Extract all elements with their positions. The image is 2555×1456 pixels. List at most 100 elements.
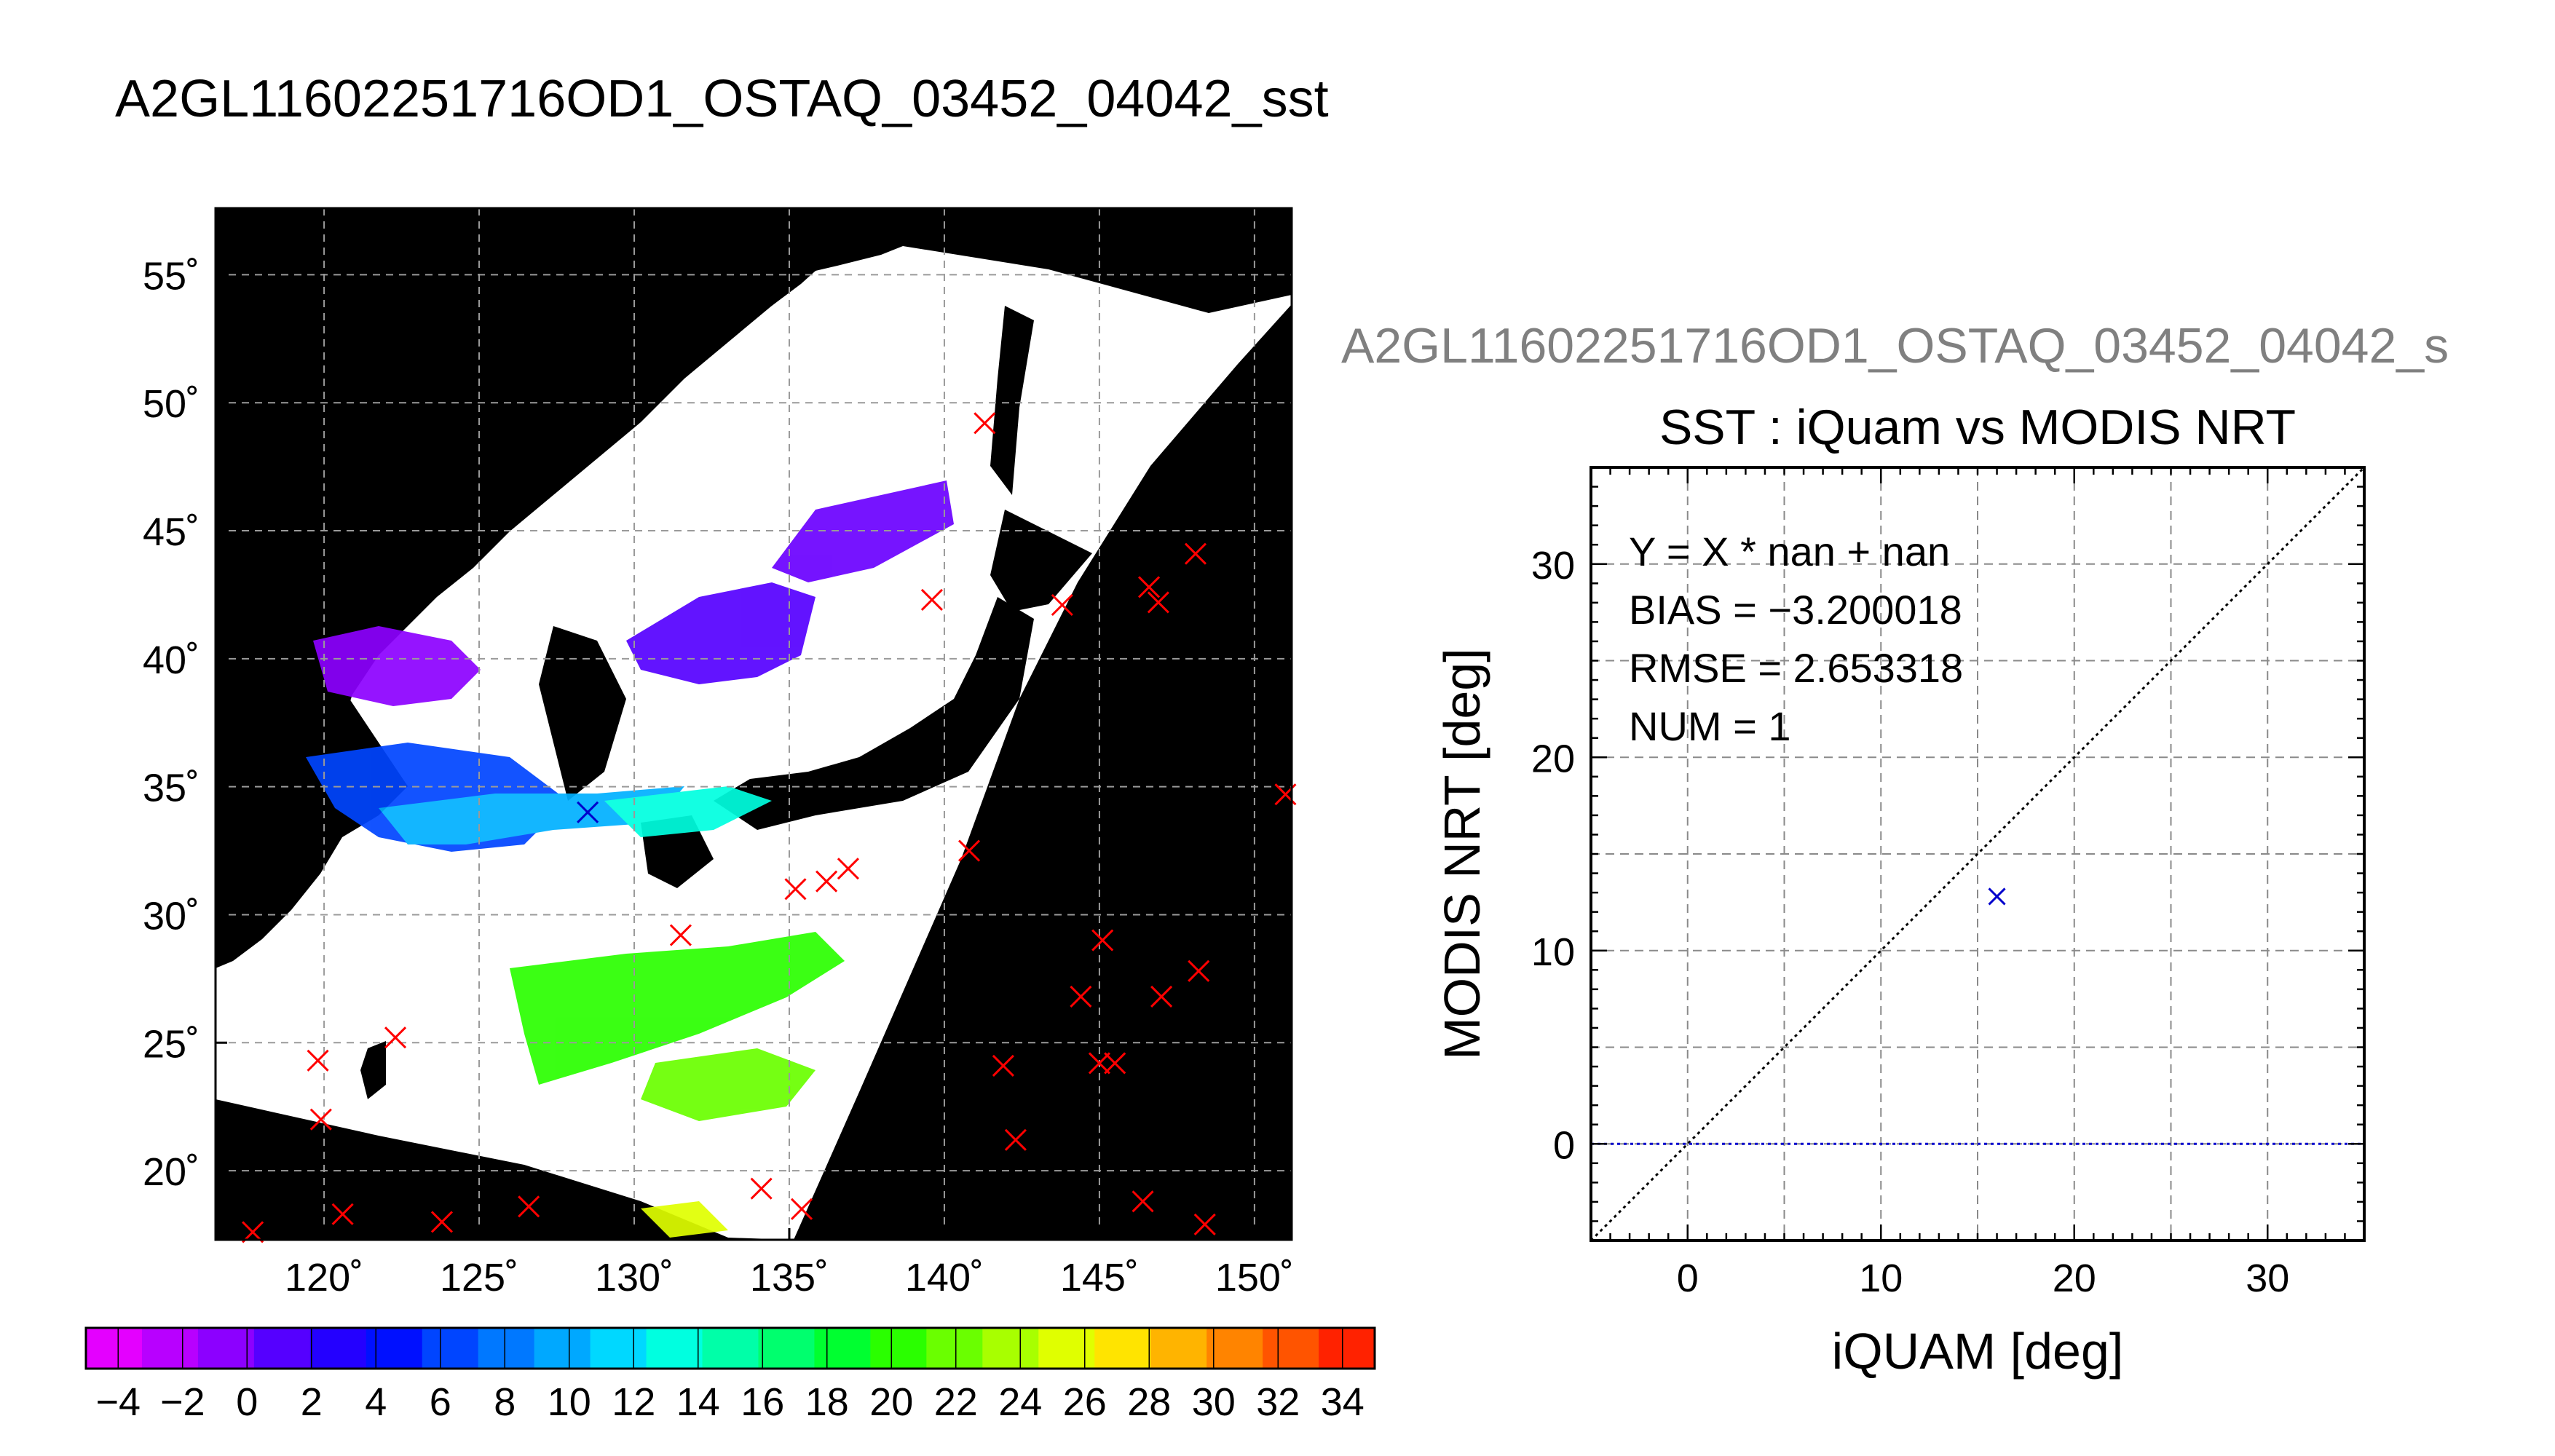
scatter-x-tick-label: 30 [2246,1257,2289,1300]
map-lon-tick-label: 120˚ [285,1256,363,1299]
colorbar-swatch [534,1328,591,1369]
colorbar-swatch [1319,1328,1375,1369]
scatter-y-tick-label: 30 [1531,544,1575,587]
buoy-marker [1091,929,1114,951]
colorbar-swatch [926,1328,983,1369]
scatter-x-label: iQUAM [deg] [1832,1323,2124,1380]
colorbar-frame [84,1326,1376,1370]
buoy-marker [331,1203,354,1225]
map-lon-tick-label: 145˚ [1060,1256,1139,1299]
map-lat-tick-label: 55˚ [143,254,200,298]
land-japan-hokkaido [990,510,1092,612]
colorbar-swatch [478,1328,535,1369]
colorbar-swatch [422,1328,479,1369]
colorbar-swatch [982,1328,1039,1369]
buoy-marker [920,588,943,612]
map-frame [214,207,1293,1241]
colorbar-tick-label: 26 [1063,1380,1107,1424]
colorbar-swatch [1207,1328,1263,1369]
buoy-marker [1104,1052,1126,1075]
scatter-title: SST : iQuam vs MODIS NRT [1659,400,2296,455]
colorbar-swatch [141,1328,199,1369]
colorbar-tick-label: 22 [934,1380,978,1424]
buoy-marker [992,1054,1014,1077]
map-lon-tick-label: 150˚ [1215,1256,1294,1299]
map-lat-tick-label: 40˚ [143,638,200,682]
colorbar-tick-label: −4 [95,1380,141,1424]
buoy-marker [384,1026,407,1049]
buoy-marker [1004,1128,1027,1151]
buoy-marker [669,924,692,946]
buoy-marker [1193,1213,1216,1235]
buoy-marker [1150,985,1173,1008]
scatter-y-tick-label: 0 [1553,1123,1575,1167]
colorbar-tick-label: 28 [1127,1380,1171,1424]
annotation-num: NUM = 1 [1629,703,1791,749]
map-axes: 120˚ 125˚ 130˚ 135˚ 140˚ 145˚ 150˚ 20˚ 25˚ 30˚ 35˚… [143,254,1294,1299]
colorbar-tick-label: 0 [236,1380,258,1424]
sst-region-southeast [641,1048,816,1121]
matchup-marker [577,801,599,823]
scatter-x-tick-label: 0 [1677,1257,1699,1300]
stats-annotations: Y = X * nan + nan BIAS = −3.200018 RMSE … [1629,529,1963,749]
colorbar-tick-label: 6 [430,1380,451,1424]
swath-area [216,246,1292,1240]
scatter-x-tick-label: 20 [2053,1257,2096,1300]
colorbar-tick-label: 2 [301,1380,323,1424]
colorbar-tick-label: 24 [998,1380,1042,1424]
map-grid [216,208,1292,1240]
land-taiwan [360,1041,386,1099]
sst-region-south [510,932,845,1085]
buoy-marker [816,870,838,893]
colorbar-tick-label: 34 [1321,1380,1365,1424]
colorbar-ticks: −4 −2 0 2 4 6 8 10 12 14 16 18 20 22 24 26 28 30 32 34 [95,1328,1365,1424]
map-lon-tick-label: 140˚ [905,1256,984,1299]
scatter-y-tick-label: 10 [1531,930,1575,974]
buoy-marker [430,1211,453,1233]
colorbar-swatch [1263,1328,1319,1369]
colorbar-swatches [86,1328,1375,1369]
colorbar-tick-label: 18 [805,1380,849,1424]
sst-region-bohai [313,626,481,706]
colorbar-tick-label: 8 [494,1380,516,1424]
map-lon-tick-label: 125˚ [440,1256,518,1299]
land-japan-honshu [714,597,1034,830]
annotation-bias: BIAS = −3.200018 [1629,587,1962,633]
sst-region-far-south [641,1201,728,1238]
annotation-regression: Y = X * nan + nan [1629,529,1950,574]
land-sakhalin [990,306,1034,495]
map-markers [242,412,1297,1243]
buoy-marker [1132,1190,1154,1213]
buoy-marker [1070,985,1092,1008]
map-lon-tick-label: 130˚ [595,1256,674,1299]
map-lat-tick-label: 20˚ [143,1150,200,1194]
colorbar-swatch [366,1328,423,1369]
scatter-x-tick-label: 10 [1859,1257,1903,1300]
colorbar-swatch [197,1328,255,1369]
identity-line [1590,466,2366,1242]
scatter-frame [1590,466,2366,1242]
buoy-marker [784,878,807,901]
colorbar-tick-label: 10 [548,1380,591,1424]
buoy-marker [1138,576,1161,598]
colorbar-tick-label: 32 [1256,1380,1300,1424]
map-lat-tick-label: 35˚ [143,767,200,810]
sst-region-kuroshio [604,786,772,837]
buoy-marker [790,1198,813,1220]
colorbar-swatch [1038,1328,1095,1369]
buoy-marker [309,1108,332,1131]
colorbar-tick-label: 30 [1192,1380,1236,1424]
colorbar-swatch [870,1328,927,1369]
colorbar-swatch [309,1328,367,1369]
scatter-header: A2GL11602251716OD1_OSTAQ_03452_04042_s [1341,318,2449,373]
colorbar-tick-label: 14 [676,1380,720,1424]
colorbar-tick-label: 12 [612,1380,655,1424]
map-lat-tick-label: 50˚ [143,382,200,426]
buoy-marker [1147,591,1169,614]
map-lon-tick-label: 135˚ [750,1256,829,1299]
colorbar-swatch [253,1328,311,1369]
annotation-rmse: RMSE = 2.653318 [1629,645,1963,691]
colorbar: −4 −2 0 2 4 6 8 10 12 14 16 18 20 22 24 26 28 30 32 34 [84,1326,1376,1424]
colorbar-tick-label: 20 [869,1380,913,1424]
